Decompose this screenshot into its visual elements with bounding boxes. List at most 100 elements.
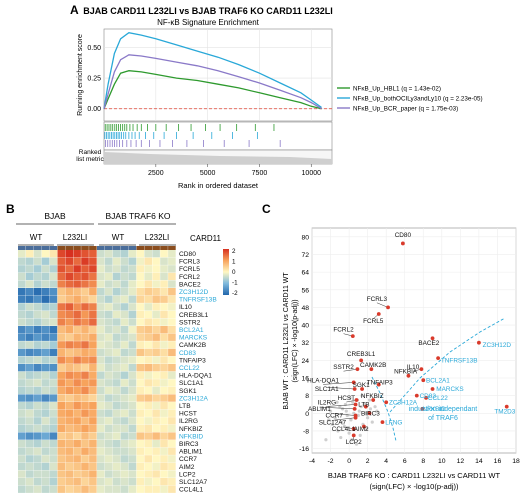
heatmap-cell-r2-c2: [33, 265, 42, 273]
heatmap-cell-r15-c7: [73, 364, 81, 372]
independence-boundary-lower: [371, 376, 397, 442]
data-point-bace2: [430, 336, 435, 341]
point-label-nfkbiz: NFKBIZ: [361, 393, 384, 400]
heatmap-cell-r27-c15: [136, 455, 145, 463]
heatmap-cell-r20-c0: [18, 402, 26, 410]
scatter-x-tick-label-9: 14: [475, 458, 483, 465]
heatmap-cell-r8-c2: [33, 310, 42, 319]
heatmap-cell-r8-c8: [81, 310, 89, 319]
background-point-14: [366, 416, 370, 420]
heatmap-cell-r17-c2: [33, 379, 42, 387]
scatter-x-tick-label-4: 4: [384, 458, 388, 465]
heatmap-cell-r3-c8: [81, 272, 89, 281]
condition-label-l232li-1: L232LI: [63, 233, 87, 242]
heatmap-cell-r19-c4: [49, 394, 58, 402]
heatmap-cell-r16-c9: [89, 371, 97, 379]
background-point-30: [373, 405, 377, 409]
heatmap-cell-r23-c14: [128, 424, 137, 433]
heatmap-cell-r16-c18: [160, 371, 168, 379]
heatmap-cell-r26-c0: [18, 447, 26, 455]
heatmap-row-label-6: TNFRSF13B: [179, 297, 217, 304]
background-point-11: [351, 400, 355, 404]
scatter-y-tick-label-12: 80: [301, 234, 309, 241]
heatmap-cell-r0-c12: [112, 250, 121, 258]
heatmap-cell-r15-c17: [152, 364, 160, 372]
heatmap-cell-r20-c1: [25, 402, 34, 410]
heatmap-cell-r25-c12: [112, 440, 121, 448]
data-point-ltb: [363, 404, 368, 409]
heatmap-cell-r5-c16: [144, 288, 152, 296]
background-point-28: [358, 433, 362, 437]
annotation-cell-11: [104, 246, 113, 250]
heatmap-cell-r3-c13: [120, 272, 129, 281]
point-label-tm2d3: TM2D3: [494, 408, 515, 415]
heatmap-cell-r10-c16: [144, 326, 152, 334]
scatter-frame: [311, 227, 517, 454]
heatmap-cell-r30-c7: [73, 478, 81, 486]
heatmap-cell-r13-c11: [104, 348, 113, 357]
heatmap-cell-r6-c9: [89, 295, 97, 303]
heatmap-cell-r8-c7: [73, 310, 81, 319]
heatmap-cell-r4-c17: [152, 280, 160, 288]
heatmap-cell-r7-c3: [41, 303, 50, 311]
heatmap-cell-r1-c1: [25, 257, 34, 265]
background-point-34: [335, 400, 339, 404]
background-point-2: [344, 409, 348, 413]
heatmap-cell-r28-c14: [128, 462, 137, 471]
heatmap-cell-r24-c14: [128, 432, 137, 440]
heatmap-cell-r21-c6: [65, 409, 73, 417]
heatmap-cell-r12-c4: [49, 341, 58, 349]
heatmap-cell-r22-c7: [73, 417, 81, 425]
heatmap-cell-r10-c14: [128, 326, 137, 334]
heatmap-cell-r22-c9: [89, 417, 97, 425]
es-ylabel: Running enrichment score: [77, 34, 84, 116]
heatmap-cell-r25-c13: [120, 440, 129, 448]
colorbar-tick-label-4: -2: [232, 290, 238, 297]
heatmap-cell-r6-c15: [136, 295, 145, 303]
es-xlabel: Rank in ordered dataset: [178, 181, 259, 190]
es-x-tick-label-2: 7500: [252, 170, 268, 177]
point-label-birc3: BIRC3: [361, 411, 380, 418]
heatmap-cell-r13-c13: [120, 348, 129, 357]
heatmap-cell-r3-c4: [49, 272, 58, 281]
heatmap-cell-r12-c5: [57, 341, 66, 349]
heatmap-cell-r26-c15: [136, 447, 145, 455]
point-label-nfkbia: NFKBIA: [394, 369, 418, 376]
heatmap-cell-r27-c3: [41, 455, 50, 463]
heatmap-cell-r22-c19: [168, 417, 176, 425]
heatmap-cell-r24-c3: [41, 432, 50, 440]
heatmap-cell-r4-c8: [81, 280, 89, 288]
heatmap-cell-r10-c1: [25, 326, 34, 334]
heatmap-cell-r23-c15: [136, 424, 145, 433]
heatmap-cell-r0-c15: [136, 250, 145, 258]
heatmap-cell-r3-c17: [152, 272, 160, 281]
panel-letter-a: A: [70, 3, 79, 17]
heatmap-cell-r17-c12: [112, 379, 121, 387]
heatmap-cell-r1-c7: [73, 257, 81, 265]
heatmap-cell-r20-c6: [65, 402, 73, 410]
heatmap-cell-r29-c12: [112, 470, 121, 478]
rank-metric-area: [104, 152, 332, 164]
heatmap-cell-r16-c1: [25, 371, 34, 379]
data-point-tnfrsf13b: [436, 356, 441, 361]
heatmap-cell-r0-c14: [128, 250, 137, 258]
annotation-cell-16: [144, 246, 152, 250]
heatmap-cell-r2-c6: [65, 265, 73, 273]
heatmap-cell-r30-c15: [136, 478, 145, 486]
heatmap-cell-r11-c16: [144, 333, 152, 341]
heatmap-cell-r0-c4: [49, 250, 58, 258]
heatmap-cell-r9-c18: [160, 318, 168, 326]
heatmap-cell-r12-c19: [168, 341, 176, 349]
heatmap-row-label-5: ZC3H12D: [179, 289, 209, 296]
point-label-ccr7: CCR7: [326, 413, 344, 420]
heatmap-cell-r7-c5: [57, 303, 66, 311]
heatmap-cell-r17-c11: [104, 379, 113, 387]
heatmap-cell-r12-c10: [97, 341, 105, 349]
heatmap-cell-r30-c13: [120, 478, 129, 486]
heatmap-cell-r12-c7: [73, 341, 81, 349]
heatmap-cell-r13-c18: [160, 348, 168, 357]
heatmap-cell-r4-c13: [120, 280, 129, 288]
heatmap-cell-r4-c12: [112, 280, 121, 288]
point-label-cd80: CD80: [395, 232, 412, 239]
heatmap-cell-r29-c2: [33, 470, 42, 478]
